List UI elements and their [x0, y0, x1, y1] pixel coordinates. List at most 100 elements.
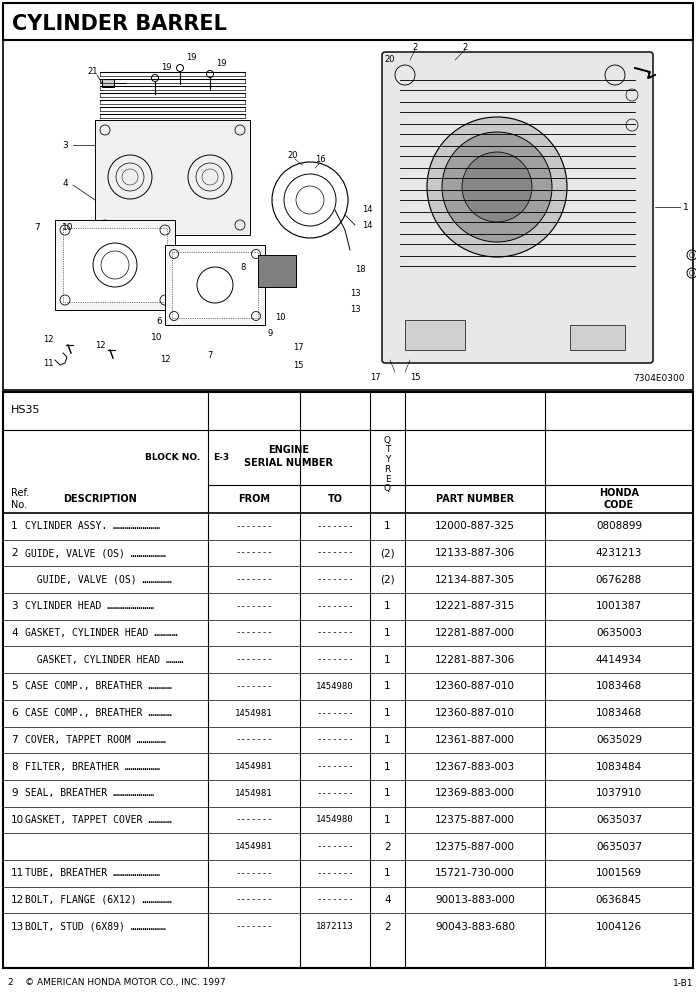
- Text: -------: -------: [316, 629, 354, 638]
- FancyBboxPatch shape: [382, 52, 653, 363]
- Text: 12375-887-000: 12375-887-000: [435, 815, 515, 825]
- Text: 1454981: 1454981: [235, 842, 273, 851]
- Text: -------: -------: [235, 735, 273, 744]
- Text: 12360-887-010: 12360-887-010: [435, 681, 515, 691]
- Text: T: T: [385, 446, 390, 454]
- Text: FROM: FROM: [238, 494, 270, 504]
- Text: 16: 16: [315, 155, 325, 164]
- Text: HS35: HS35: [11, 405, 40, 415]
- Text: 1454981: 1454981: [235, 789, 273, 798]
- Text: 2: 2: [462, 42, 468, 51]
- Text: 11: 11: [11, 868, 24, 878]
- Text: -------: -------: [316, 789, 354, 798]
- Text: 1: 1: [384, 788, 391, 798]
- Bar: [3, 392, 693, 968]
- Text: 1: 1: [384, 815, 391, 825]
- Text: 0635037: 0635037: [596, 842, 642, 852]
- Text: Y: Y: [385, 456, 390, 464]
- Text: 1: 1: [384, 601, 391, 611]
- Text: 1-B1: 1-B1: [672, 978, 693, 988]
- Text: 20: 20: [287, 150, 299, 159]
- Text: -------: -------: [316, 655, 354, 664]
- Text: -------: -------: [235, 549, 273, 558]
- Text: 2: 2: [384, 922, 391, 932]
- Text: TUBE, BREATHER ……………………: TUBE, BREATHER ……………………: [25, 868, 160, 878]
- Text: 19: 19: [216, 60, 226, 68]
- Text: 0635003: 0635003: [596, 628, 642, 638]
- Text: 1: 1: [683, 202, 689, 212]
- Text: 0635037: 0635037: [596, 815, 642, 825]
- Text: 1037910: 1037910: [596, 788, 642, 798]
- Text: 1083468: 1083468: [596, 681, 642, 691]
- Text: R: R: [384, 466, 390, 475]
- Text: 10: 10: [11, 815, 24, 825]
- Text: 1454981: 1454981: [235, 762, 273, 771]
- Text: -------: -------: [235, 575, 273, 584]
- Text: 4: 4: [384, 895, 391, 905]
- Text: GASKET, TAPPET COVER …………: GASKET, TAPPET COVER …………: [25, 815, 172, 825]
- Text: 12221-887-315: 12221-887-315: [435, 601, 515, 611]
- Text: CYLINDER HEAD ……………………: CYLINDER HEAD ……………………: [25, 601, 155, 611]
- Text: 2: 2: [384, 842, 391, 852]
- Text: 1: 1: [384, 708, 391, 718]
- Text: Q: Q: [384, 436, 391, 444]
- Text: 21: 21: [88, 66, 98, 76]
- Text: 17: 17: [293, 344, 303, 353]
- Text: -------: -------: [235, 655, 273, 664]
- Text: SERIAL NUMBER: SERIAL NUMBER: [244, 458, 333, 468]
- Text: 12281-887-000: 12281-887-000: [435, 628, 515, 638]
- Text: BOLT, STUD (6X89) ………………: BOLT, STUD (6X89) ………………: [25, 922, 166, 932]
- Text: Q: Q: [384, 484, 391, 492]
- Text: 3: 3: [11, 601, 17, 611]
- Text: 1454980: 1454980: [316, 682, 354, 691]
- Text: 18: 18: [355, 265, 365, 274]
- Text: GASKET, CYLINDER HEAD ………: GASKET, CYLINDER HEAD ………: [25, 655, 184, 665]
- Text: -------: -------: [316, 522, 354, 531]
- Text: 12: 12: [95, 340, 105, 350]
- Text: 1454980: 1454980: [316, 815, 354, 824]
- Text: -------: -------: [316, 869, 354, 878]
- Text: -------: -------: [235, 895, 273, 904]
- Text: 12000-887-325: 12000-887-325: [435, 521, 515, 531]
- Text: 17: 17: [370, 373, 380, 382]
- Text: 4231213: 4231213: [596, 548, 642, 558]
- Text: -------: -------: [235, 602, 273, 611]
- Text: 2: 2: [412, 42, 418, 51]
- Text: GASKET, CYLINDER HEAD …………: GASKET, CYLINDER HEAD …………: [25, 628, 177, 638]
- Text: DESCRIPTION: DESCRIPTION: [63, 494, 136, 504]
- Text: 1083468: 1083468: [596, 708, 642, 718]
- Bar: [3, 3, 693, 40]
- Text: 12: 12: [160, 356, 171, 364]
- Text: 13: 13: [350, 288, 361, 298]
- Text: BLOCK NO.: BLOCK NO.: [145, 454, 200, 462]
- Text: ENGINE: ENGINE: [269, 445, 310, 455]
- Bar: [55, 220, 175, 310]
- Text: 12360-887-010: 12360-887-010: [435, 708, 515, 718]
- Text: BOLT, FLANGE (6X12) ……………: BOLT, FLANGE (6X12) ……………: [25, 895, 172, 905]
- Bar: [165, 245, 265, 325]
- Text: 14: 14: [362, 221, 372, 230]
- Text: PART NUMBER: PART NUMBER: [436, 494, 514, 504]
- Text: 0676288: 0676288: [596, 575, 642, 585]
- Text: GUIDE, VALVE (OS) ……………: GUIDE, VALVE (OS) ……………: [25, 575, 172, 585]
- Bar: [405, 320, 465, 350]
- Circle shape: [442, 132, 552, 242]
- Text: 12: 12: [11, 895, 24, 905]
- Text: -------: -------: [235, 629, 273, 638]
- Text: 7: 7: [207, 351, 213, 360]
- Text: 1454981: 1454981: [235, 709, 273, 718]
- Text: E-3: E-3: [213, 454, 229, 462]
- Text: 7: 7: [34, 224, 40, 232]
- Text: 1001387: 1001387: [596, 601, 642, 611]
- Text: 3: 3: [62, 140, 68, 149]
- Text: 7304E0300: 7304E0300: [633, 374, 685, 383]
- Text: 12281-887-306: 12281-887-306: [435, 655, 515, 665]
- Text: 15: 15: [410, 373, 420, 382]
- Text: -------: -------: [316, 575, 354, 584]
- Text: 4414934: 4414934: [596, 655, 642, 665]
- Circle shape: [427, 117, 567, 257]
- Text: -------: -------: [316, 895, 354, 904]
- Text: 11: 11: [42, 359, 54, 367]
- Text: 2: 2: [11, 548, 17, 558]
- Text: 8: 8: [11, 762, 17, 772]
